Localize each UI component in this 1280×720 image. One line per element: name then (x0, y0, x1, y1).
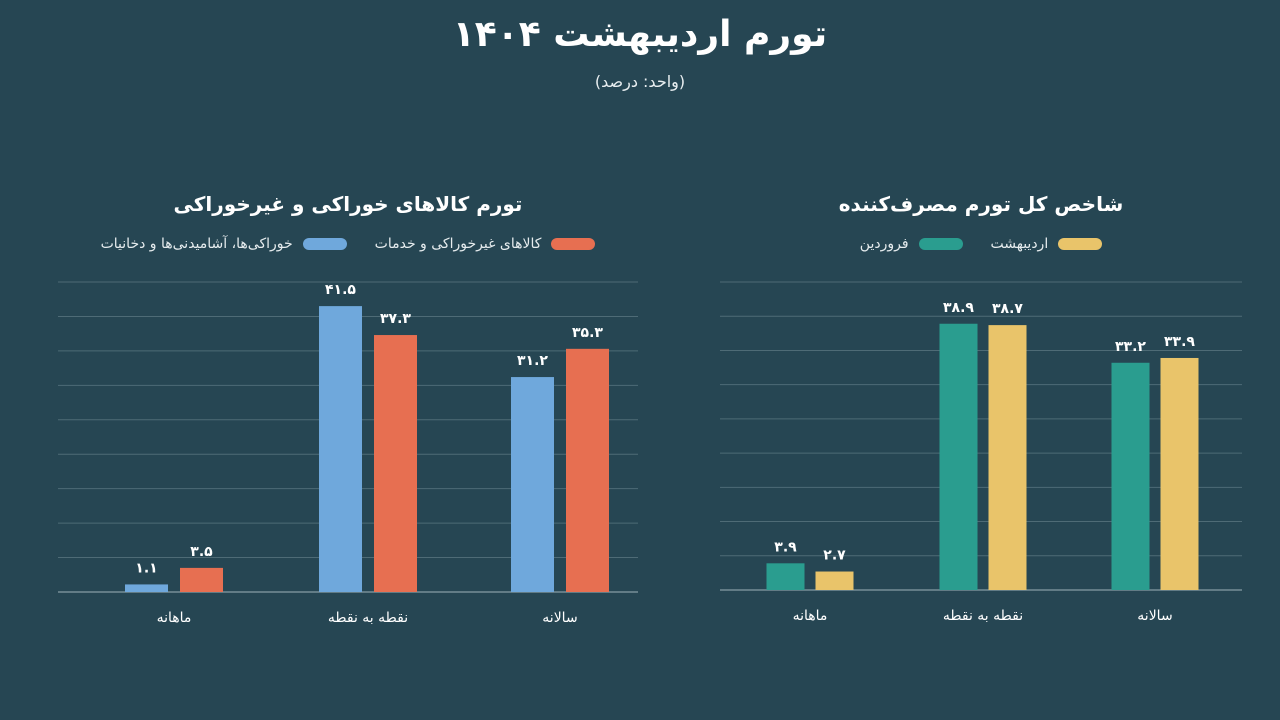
food-nonfood-chart-panel: تورم کالاهای خوراکی و غیرخوراکی کالاهای … (58, 180, 638, 640)
food-nonfood-bar-chart: ۱.۱ ۳.۵ ماهانه ۴۱.۵ ۳۷.۳ نقطه به نقطه ۳۱.۲ ۳۵.۳… (58, 281, 638, 626)
legend-item-food: خوراکی‌ها، آشامیدنی‌ها و دخانیات (101, 236, 347, 252)
bar-food-point-to-point (319, 306, 362, 592)
page-subtitle: (واحد: درصد) (594, 72, 686, 91)
page-title: تورم اردیبهشت ۱۴۰۴ (452, 14, 828, 55)
category-label-point-to-point: نقطه به نقطه (943, 608, 1023, 624)
bar-nonfood-point-to-point (374, 335, 417, 592)
cpi-chart-legend: اردیبهشت فروردین (720, 236, 1242, 252)
data-label-ordibehesht-annual: ۳۳.۹ (1164, 334, 1195, 350)
bar-nonfood-monthly (180, 567, 223, 592)
legend-item-ordibehesht: اردیبهشت (991, 236, 1103, 252)
bar-ordibehesht-monthly (815, 571, 854, 590)
legend-swatch-nonfood (551, 238, 596, 250)
bar-farvardin-annual (1111, 362, 1150, 590)
data-label-farvardin-monthly: ۳.۹ (774, 539, 797, 555)
legend-label-ordibehesht: اردیبهشت (990, 236, 1049, 252)
cpi-chart-title: شاخص کل تورم مصرف‌کننده (838, 192, 1124, 216)
food-nonfood-chart-legend: کالاهای غیرخوراکی و خدمات خوراکی‌ها، آشا… (58, 236, 638, 252)
data-label-farvardin-annual: ۳۳.۲ (1115, 339, 1146, 355)
category-label-point-to-point: نقطه به نقطه (328, 610, 408, 626)
legend-item-farvardin: فروردین (860, 236, 963, 252)
category-label-monthly: ماهانه (157, 610, 192, 626)
data-label-farvardin-point-to-point: ۳۸.۹ (943, 300, 974, 316)
data-label-food-point-to-point: ۴۱.۵ (325, 282, 356, 298)
data-label-ordibehesht-monthly: ۲.۷ (823, 548, 846, 564)
food-nonfood-chart-title: تورم کالاهای خوراکی و غیرخوراکی (173, 192, 523, 216)
data-label-nonfood-monthly: ۳.۵ (190, 544, 213, 560)
legend-item-nonfood: کالاهای غیرخوراکی و خدمات (375, 236, 596, 252)
bar-ordibehesht-annual (1160, 357, 1199, 590)
bar-food-annual (511, 377, 554, 592)
category-label-monthly: ماهانه (793, 608, 828, 624)
data-label-nonfood-point-to-point: ۳۷.۳ (380, 311, 411, 327)
bar-nonfood-annual (566, 348, 609, 592)
cpi-chart-panel: شاخص کل تورم مصرف‌کننده اردیبهشت فروردین… (720, 180, 1242, 640)
cpi-bar-chart: ۳.۹ ۲.۷ ماهانه ۳۸.۹ ۳۸.۷ نقطه به نقطه ۳۳.۲ ۳۳.۹… (720, 281, 1242, 624)
bar-farvardin-point-to-point (939, 323, 978, 590)
data-label-ordibehesht-point-to-point: ۳۸.۷ (992, 301, 1023, 317)
legend-label-food: خوراکی‌ها، آشامیدنی‌ها و دخانیات (100, 236, 293, 252)
legend-label-nonfood: کالاهای غیرخوراکی و خدمات (374, 236, 542, 252)
bar-food-monthly (125, 584, 168, 592)
data-label-nonfood-annual: ۳۵.۳ (572, 325, 603, 341)
data-label-food-monthly: ۱.۱ (135, 560, 157, 576)
legend-swatch-ordibehesht (1058, 238, 1103, 250)
legend-swatch-farvardin (918, 238, 963, 250)
category-label-annual: سالانه (542, 610, 577, 626)
legend-label-farvardin: فروردین (859, 236, 909, 252)
bar-ordibehesht-point-to-point (988, 325, 1027, 590)
category-label-annual: سالانه (1137, 608, 1172, 624)
legend-swatch-food (302, 238, 347, 250)
bar-farvardin-monthly (766, 563, 805, 590)
data-label-food-annual: ۳۱.۲ (517, 353, 548, 369)
